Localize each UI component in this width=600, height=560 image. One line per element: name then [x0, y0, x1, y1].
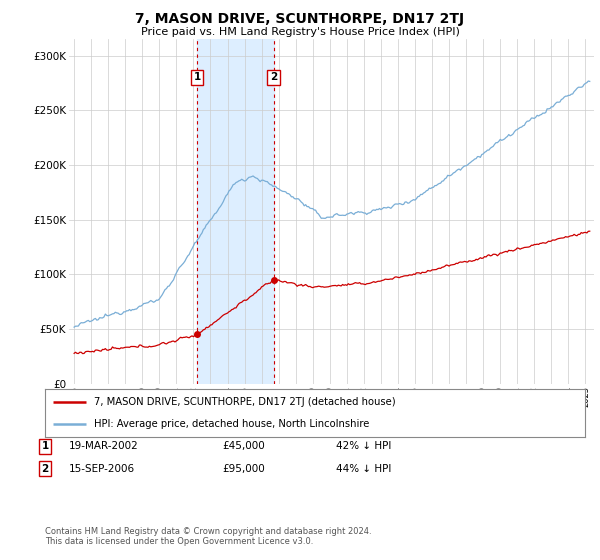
- Text: £95,000: £95,000: [222, 464, 265, 474]
- Text: 2: 2: [41, 464, 49, 474]
- Text: 44% ↓ HPI: 44% ↓ HPI: [336, 464, 391, 474]
- Text: £45,000: £45,000: [222, 441, 265, 451]
- Text: 42% ↓ HPI: 42% ↓ HPI: [336, 441, 391, 451]
- Bar: [197, 39, 274, 384]
- Text: 2: 2: [270, 72, 277, 82]
- Text: HPI: Average price, detached house, North Lincolnshire: HPI: Average price, detached house, Nort…: [94, 419, 369, 430]
- Text: 7, MASON DRIVE, SCUNTHORPE, DN17 2TJ: 7, MASON DRIVE, SCUNTHORPE, DN17 2TJ: [136, 12, 464, 26]
- Text: Contains HM Land Registry data © Crown copyright and database right 2024.
This d: Contains HM Land Registry data © Crown c…: [45, 526, 371, 546]
- Text: 19-MAR-2002: 19-MAR-2002: [69, 441, 139, 451]
- Text: 1: 1: [193, 72, 200, 82]
- Text: 7, MASON DRIVE, SCUNTHORPE, DN17 2TJ (detached house): 7, MASON DRIVE, SCUNTHORPE, DN17 2TJ (de…: [94, 396, 395, 407]
- Text: 1: 1: [41, 441, 49, 451]
- Text: 15-SEP-2006: 15-SEP-2006: [69, 464, 135, 474]
- Text: Price paid vs. HM Land Registry's House Price Index (HPI): Price paid vs. HM Land Registry's House …: [140, 27, 460, 37]
